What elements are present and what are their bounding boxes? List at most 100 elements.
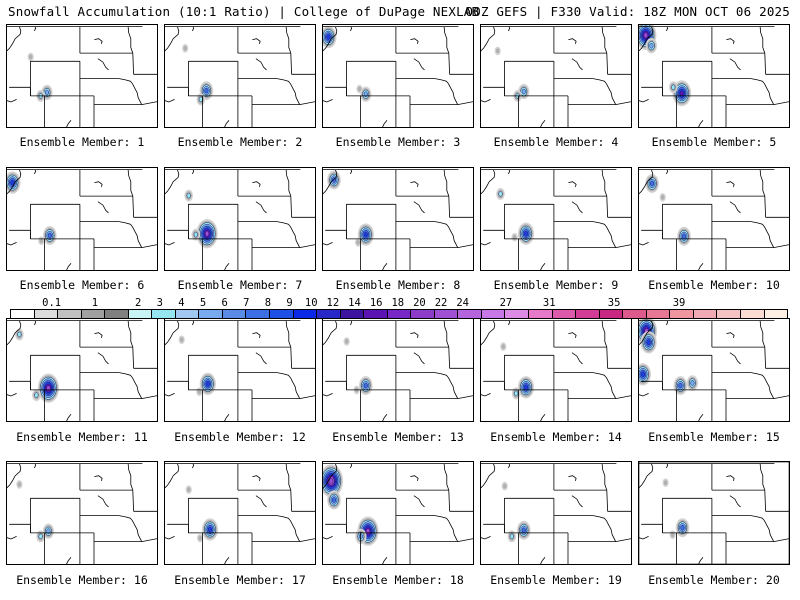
member-label-prefix: Ensemble Member:: [174, 430, 285, 444]
river-boundary: [277, 372, 301, 399]
map-background: [6, 24, 158, 128]
member-label-prefix: Ensemble Member:: [648, 573, 759, 587]
river-boundary: [349, 169, 353, 175]
river-boundary: [568, 332, 577, 339]
river-boundary: [97, 352, 109, 365]
colorbar-label: 18: [391, 297, 405, 309]
member-label: Ensemble Member: 13: [319, 430, 477, 444]
snowfall-contour: [46, 528, 51, 534]
colorbar-swatch: [764, 310, 788, 318]
state-boundary: [606, 53, 608, 75]
panel-frame: [6, 24, 158, 128]
colorbar-swatch: [552, 310, 577, 318]
river-boundary: [729, 201, 741, 214]
member-map-panel: [6, 167, 158, 271]
state-boundary: [141, 101, 158, 105]
snowfall-contour: [10, 179, 15, 186]
snowfall-contour: [670, 532, 675, 538]
river-boundary: [729, 495, 741, 508]
colorbar-swatch: [222, 310, 247, 318]
snowfall-contour: [44, 89, 50, 96]
snowfall-contour: [38, 533, 43, 540]
member-map-panel: [6, 24, 158, 128]
colorbar-label: 24: [456, 297, 469, 309]
state-boundary: [132, 490, 134, 512]
river-boundary: [751, 78, 775, 105]
member-map-panel: [480, 461, 632, 565]
snowfall-contour: [205, 381, 210, 387]
member-label: Ensemble Member: 2: [161, 135, 319, 149]
state-boundary: [141, 395, 158, 399]
panel-frame: [164, 318, 316, 422]
snowfall-contour: [179, 337, 184, 343]
colorbar-swatch: [175, 310, 200, 318]
river-boundary: [164, 169, 180, 195]
map-background: [638, 461, 790, 565]
member-number: 2: [295, 135, 303, 149]
river-boundary: [381, 556, 388, 565]
river-boundary: [119, 372, 143, 399]
river-boundary: [443, 320, 450, 348]
snowfall-contour: [501, 344, 506, 350]
panel-frame: [164, 461, 316, 565]
snowfall-contour: [690, 380, 695, 386]
colorbar-swatch: [411, 310, 435, 318]
snowfall-contour: [502, 483, 507, 489]
colorbar-swatch: [105, 310, 129, 318]
colorbar-label: 5: [199, 297, 207, 309]
river-boundary: [729, 58, 741, 71]
state-boundary: [615, 395, 632, 399]
river-boundary: [164, 242, 175, 246]
panel-frame: [164, 24, 316, 128]
snowfall-map: [480, 24, 632, 128]
river-boundary: [322, 393, 333, 397]
snowfall-map: [6, 461, 158, 565]
member-label-prefix: Ensemble Member:: [332, 573, 443, 587]
member-label: Ensemble Member: 11: [3, 430, 161, 444]
member-number: 16: [133, 573, 148, 587]
colorbar-label: 16: [369, 297, 383, 309]
state-boundary: [764, 196, 766, 218]
member-label-prefix: Ensemble Member:: [490, 430, 601, 444]
snowfall-colorbar: 0.1 1 2 3 4 5 6 7 8 9 10 12 14 16 18 20 22 24 27 31 35 39: [10, 297, 790, 319]
river-boundary: [507, 463, 511, 469]
member-map-panel: [164, 167, 316, 271]
state-boundary: [290, 347, 292, 369]
member-number: 11: [133, 430, 148, 444]
panel-frame: [638, 24, 790, 128]
member-label: Ensemble Member: 17: [161, 573, 319, 587]
member-map-panel: [322, 167, 474, 271]
state-boundary: [773, 101, 790, 105]
map-background: [164, 461, 316, 565]
colorbar-swatch: [317, 310, 341, 318]
panel-frame: [322, 167, 474, 271]
river-boundary: [285, 463, 292, 491]
state-boundary: [457, 538, 474, 542]
member-label: Ensemble Member: 9: [477, 278, 635, 292]
member-label-prefix: Ensemble Member:: [335, 278, 447, 292]
map-background: [6, 461, 158, 565]
colorbar-label: 22: [434, 297, 448, 309]
snowfall-contour: [498, 191, 503, 197]
river-boundary: [322, 99, 333, 103]
river-boundary: [381, 262, 388, 271]
colorbar-label: 8: [264, 297, 272, 309]
river-boundary: [410, 475, 419, 482]
snowfall-contour: [646, 339, 651, 346]
river-boundary: [539, 119, 546, 128]
river-boundary: [65, 556, 72, 565]
state-boundary: [132, 196, 134, 218]
river-boundary: [33, 26, 37, 32]
member-number: 12: [291, 430, 306, 444]
snowfall-contour: [679, 90, 684, 97]
river-boundary: [191, 26, 195, 32]
river-boundary: [164, 536, 175, 540]
river-boundary: [252, 181, 261, 188]
river-boundary: [127, 463, 134, 491]
snowfall-contour: [357, 86, 362, 92]
member-label: Ensemble Member: 3: [319, 135, 477, 149]
river-boundary: [349, 26, 353, 32]
colorbar-label: 10: [304, 297, 318, 309]
panel-frame: [480, 318, 632, 422]
colorbar-swatch: [481, 310, 506, 318]
